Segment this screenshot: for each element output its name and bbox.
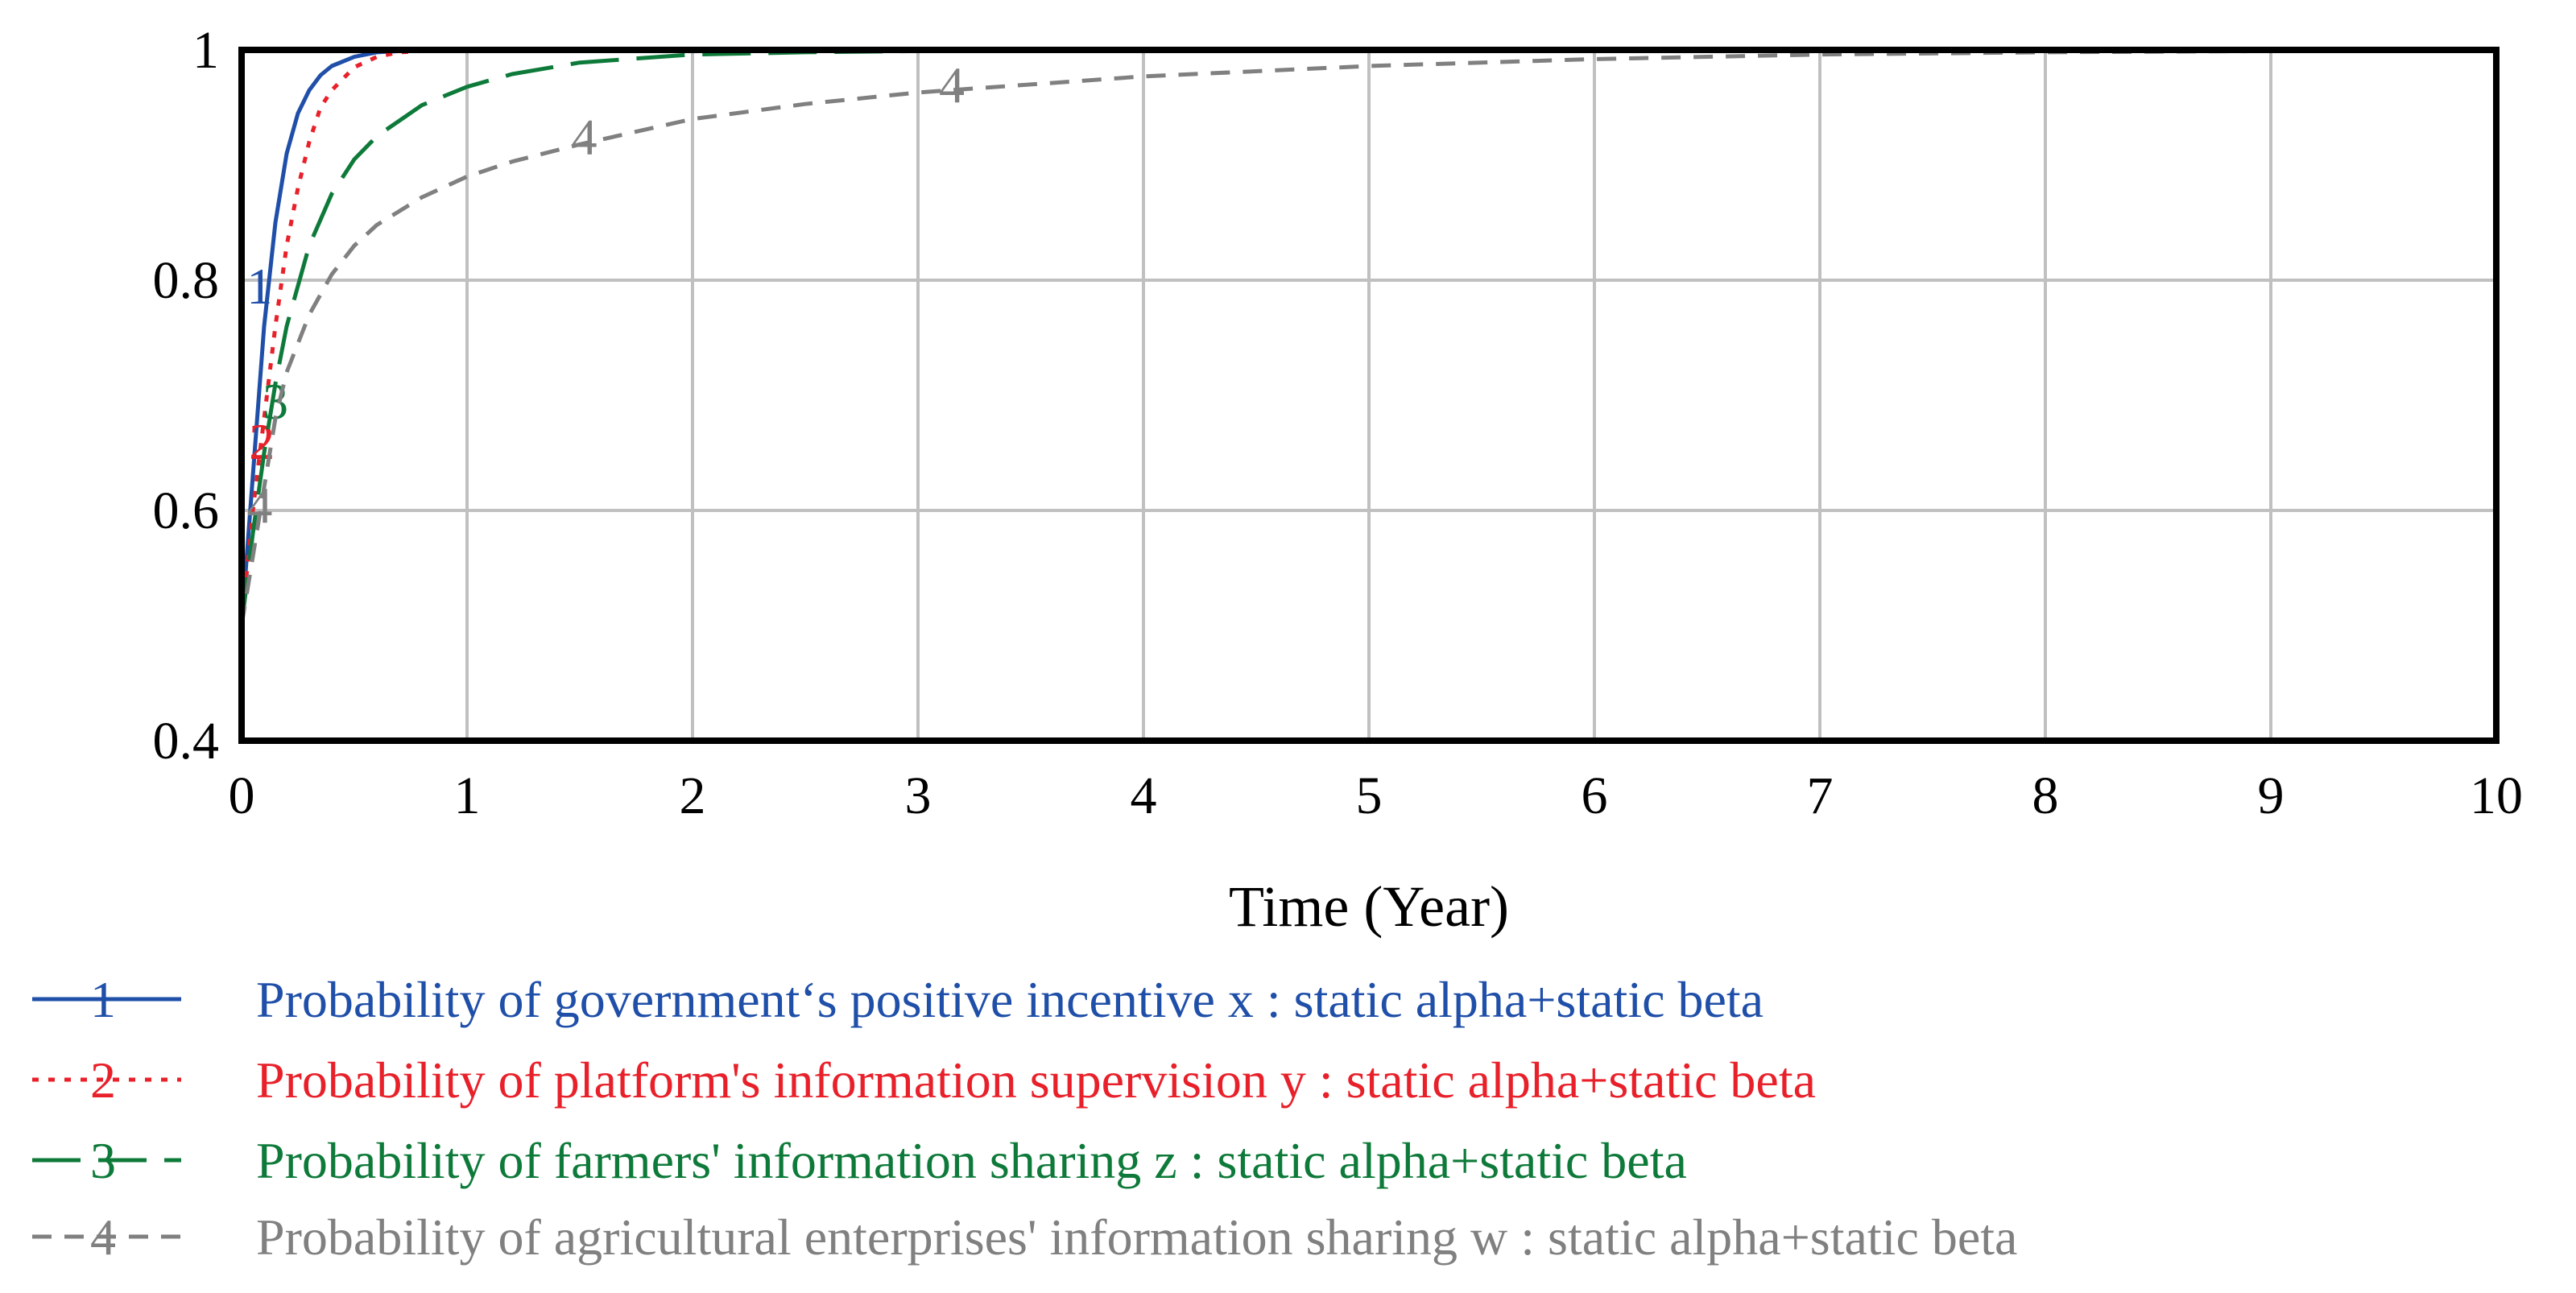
series-marker-4: 4 — [572, 108, 597, 165]
y-tick-labels: 0.4 0.6 0.8 1 — [153, 21, 220, 770]
x-tick-label: 6 — [1582, 766, 1608, 825]
x-tick-label: 8 — [2032, 766, 2059, 825]
x-tick-label: 10 — [2470, 766, 2523, 825]
x-tick-label: 9 — [2258, 766, 2284, 825]
x-tick-label: 0 — [229, 766, 255, 825]
x-tick-label: 2 — [680, 766, 706, 825]
legend-label-4: Probability of agricultural enterprises'… — [256, 1208, 2017, 1266]
legend-label-1: Probability of government‘s positive inc… — [256, 971, 1764, 1028]
legend-label-2: Probability of platform's information su… — [256, 1051, 1816, 1109]
x-axis-title: Time (Year) — [1229, 874, 1509, 939]
x-tick-label: 7 — [1807, 766, 1834, 825]
legend-label-3: Probability of farmers' information shar… — [256, 1132, 1687, 1189]
grid-lines — [242, 50, 2496, 741]
y-tick-label: 0.4 — [153, 712, 220, 770]
x-tick-label: 1 — [454, 766, 481, 825]
legend-marker-2: 2 — [90, 1051, 116, 1109]
plot-frame — [238, 47, 2500, 744]
x-tick-label: 4 — [1131, 766, 1157, 825]
legend-marker-4: 4 — [90, 1208, 116, 1266]
legend: 1 Probability of government‘s positive in… — [32, 971, 2017, 1266]
x-tick-label: 3 — [905, 766, 932, 825]
legend-marker-3: 3 — [90, 1132, 116, 1189]
x-tick-labels: 0 1 2 3 4 5 6 7 8 9 10 — [229, 766, 2524, 825]
series-marker-4: 4 — [246, 477, 272, 534]
y-tick-label: 0.8 — [153, 251, 220, 310]
series-marker-4: 4 — [939, 56, 965, 114]
x-tick-label: 5 — [1356, 766, 1383, 825]
series-line-4 — [239, 48, 2497, 626]
y-tick-label: 1 — [192, 21, 219, 80]
series-marker-1: 1 — [246, 258, 272, 315]
y-tick-label: 0.6 — [153, 481, 220, 540]
legend-marker-1: 1 — [90, 971, 116, 1028]
